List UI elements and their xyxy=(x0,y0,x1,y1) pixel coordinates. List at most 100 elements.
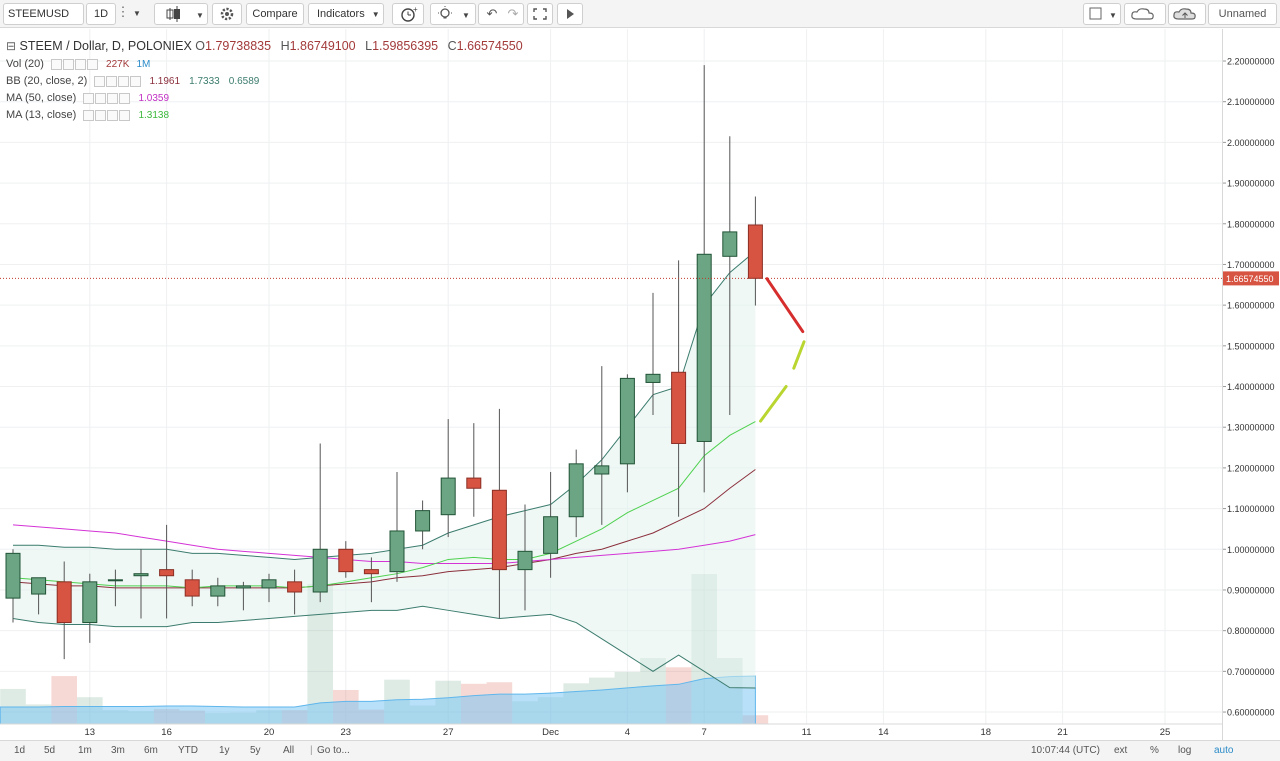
auto-toggle[interactable]: auto xyxy=(1214,745,1234,756)
collapse-icon[interactable]: ⊟ xyxy=(6,39,17,53)
bollinger-band-fill xyxy=(13,251,756,689)
ext-toggle[interactable]: ext xyxy=(1114,745,1128,756)
range-ytd[interactable]: YTD xyxy=(178,745,198,756)
price-tick-label: 1.30000000 xyxy=(1227,423,1275,433)
candle-body xyxy=(543,516,559,554)
redo-icon[interactable]: ↷ xyxy=(507,6,519,21)
play-icon xyxy=(567,9,574,19)
price-tick-label: 1.80000000 xyxy=(1227,219,1275,229)
candle-body xyxy=(440,477,456,516)
candle-body xyxy=(415,510,431,532)
range-5d[interactable]: 5d xyxy=(44,745,56,756)
candle-body xyxy=(568,463,584,518)
square-layout-icon: ▼ xyxy=(1089,7,1117,20)
candle-body xyxy=(619,377,635,465)
bb-mid-value: 1.1961 xyxy=(149,76,181,87)
indicators-label: Indicators xyxy=(317,8,365,20)
alarm-clock-icon: + xyxy=(401,5,418,22)
symbol-input[interactable]: STEEMUSD xyxy=(3,3,84,25)
undo-icon[interactable]: ↶ xyxy=(486,6,498,21)
time-tick-label: 27 xyxy=(443,727,454,738)
chart-type-chevron-down-icon: ▼ xyxy=(196,11,204,20)
replay-button[interactable] xyxy=(557,3,583,25)
layout-name: Unnamed xyxy=(1218,8,1267,20)
percent-toggle[interactable]: % xyxy=(1150,745,1159,756)
range-6m[interactable]: 6m xyxy=(144,745,158,756)
goto-button[interactable]: Go to... xyxy=(317,745,350,756)
time-tick-label: Dec xyxy=(542,727,559,738)
interval-button[interactable]: 1D xyxy=(86,3,116,25)
clock-time: 10:07:44 (UTC) xyxy=(1031,745,1100,756)
time-tick-label: 11 xyxy=(802,727,812,738)
load-cloud-button[interactable] xyxy=(1124,3,1166,25)
compare-button[interactable]: Compare xyxy=(246,3,304,25)
ma50-legend-buttons[interactable] xyxy=(83,92,131,104)
candle-body xyxy=(5,552,21,599)
ma13-legend-buttons[interactable] xyxy=(83,109,131,121)
candle-body xyxy=(466,477,482,489)
close-label: C xyxy=(447,39,457,53)
candle-body xyxy=(645,373,661,383)
ma50-line xyxy=(12,524,756,565)
layout-name-button[interactable]: Unnamed xyxy=(1208,3,1277,25)
chart-pane[interactable]: 2.20000000 2.10000000 2.00000000 1.90000000… xyxy=(0,29,1280,740)
volume-ma-area xyxy=(0,675,756,725)
price-chart[interactable]: 2.20000000 2.10000000 2.00000000 1.90000000… xyxy=(0,29,1280,740)
price-axis-border xyxy=(1222,29,1223,740)
indicators-button[interactable]: Indicators ▼ xyxy=(308,3,384,25)
close-value: 1.66574550 xyxy=(456,39,523,53)
range-1m[interactable]: 1m xyxy=(78,745,92,756)
vol-legend-buttons[interactable] xyxy=(50,58,99,70)
current-price-label: 1.66574550 xyxy=(1226,274,1274,284)
top-toolbar: STEEMUSD 1D ⋮ ▼ ▼ Compare Indicators ▼ +… xyxy=(0,0,1280,28)
price-tick-label: 1.40000000 xyxy=(1227,382,1275,392)
vol-name: Vol (20) xyxy=(6,58,44,70)
candle-body xyxy=(363,569,379,575)
projection-up-line xyxy=(759,385,788,423)
more-vertical-icon[interactable]: ⋮ xyxy=(116,4,130,19)
bb-legend-buttons[interactable] xyxy=(94,75,142,87)
candles-icon: ▼ xyxy=(166,6,204,22)
candle-body xyxy=(107,579,123,582)
price-tick-label: 0.90000000 xyxy=(1227,585,1275,595)
symbol-title: STEEM / Dollar, D, POLONIEX xyxy=(19,39,192,53)
price-tick-label: 1.60000000 xyxy=(1227,301,1275,311)
price-tick-label: 0.60000000 xyxy=(1227,708,1275,718)
range-1y[interactable]: 1y xyxy=(219,745,230,756)
candle-body xyxy=(210,585,226,597)
range-all[interactable]: All xyxy=(283,745,295,756)
price-tick-label: 1.90000000 xyxy=(1227,179,1275,189)
range-5y[interactable]: 5y xyxy=(250,745,261,756)
vol-value: 227K xyxy=(106,59,130,70)
bb-lower-line xyxy=(12,605,756,689)
lightbulb-icon: ▼ xyxy=(438,6,470,20)
candle-body xyxy=(389,530,405,573)
compare-label: Compare xyxy=(252,8,298,20)
main-legend: ⊟ STEEM / Dollar, D, POLONIEX O1.7973883… xyxy=(6,39,523,53)
projection-down-line xyxy=(765,277,805,334)
log-toggle[interactable]: log xyxy=(1178,745,1192,756)
ideas-button[interactable]: ▼ xyxy=(430,3,476,25)
fullscreen-button[interactable] xyxy=(527,3,553,25)
cloud-icon xyxy=(1131,8,1154,20)
candle-body xyxy=(312,548,328,593)
candle-body xyxy=(133,573,149,577)
bottom-bar: 1d 5d 1m 3m 6m YTD 1y 5y All | Go to... … xyxy=(0,740,1280,761)
candle-body xyxy=(82,581,98,624)
interval-chevron-down-icon[interactable]: ▼ xyxy=(133,9,141,18)
settings-button[interactable] xyxy=(212,3,242,25)
time-tick-label: 14 xyxy=(878,727,889,738)
save-cloud-button[interactable] xyxy=(1168,3,1206,25)
price-tick-label: 1.50000000 xyxy=(1227,341,1275,351)
chart-type-button[interactable]: ▼ xyxy=(154,3,208,25)
bb-name: BB (20, close, 2) xyxy=(6,75,88,87)
range-3m[interactable]: 3m xyxy=(111,745,125,756)
layout-chevron-down-icon: ▼ xyxy=(1109,11,1117,20)
gear-icon xyxy=(220,7,234,21)
candle-body xyxy=(235,585,251,589)
alert-button[interactable]: + xyxy=(392,3,424,25)
time-tick-label: 7 xyxy=(702,727,707,738)
layout-button[interactable]: ▼ xyxy=(1083,3,1121,25)
candle-body xyxy=(159,569,175,577)
range-1d[interactable]: 1d xyxy=(14,745,26,756)
